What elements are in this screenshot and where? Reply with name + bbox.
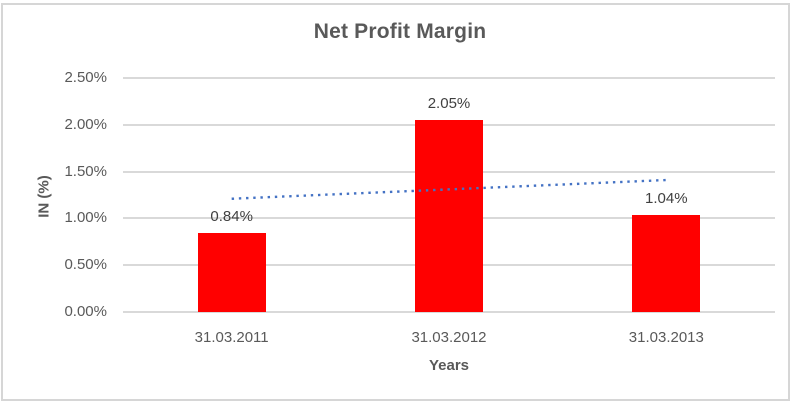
y-axis-tick-label: 2.00% <box>64 115 107 133</box>
linear-trendline[interactable] <box>231 178 667 200</box>
bar-series-net-profit-margin[interactable] <box>632 214 701 312</box>
x-axis-title: Years <box>428 357 470 374</box>
y-axis-title: IN (%) <box>35 175 53 218</box>
gridline <box>123 77 775 79</box>
y-axis-tick-label: 1.50% <box>64 162 107 180</box>
bar-series-net-profit-margin[interactable] <box>197 233 266 312</box>
x-axis-category-label: 31.03.2013 <box>628 329 704 346</box>
trendline-layer <box>231 178 667 200</box>
bar-data-label: 1.04% <box>645 189 688 207</box>
y-axis-tick-label: 1.00% <box>64 209 107 227</box>
chart-title: Net Profit Margin <box>313 20 487 43</box>
y-axis-tick-label: 2.50% <box>64 69 107 86</box>
y-axis-tick-label: 0.00% <box>64 303 107 320</box>
chart-plot-frame[interactable]: 2.50% 2.00% 1.50% 1.00% 0.50% 0.00% 0.84% 31.03… <box>1 3 790 401</box>
gridline <box>123 311 775 313</box>
x-axis-category-label: 31.03.2012 <box>411 329 487 346</box>
x-axis-category-label: 31.03.2011 <box>194 329 269 346</box>
bar-data-label: 0.84% <box>210 208 253 226</box>
y-axis-tick-label: 0.50% <box>64 256 107 274</box>
bar-series-net-profit-margin[interactable] <box>415 120 483 312</box>
bar-data-label: 2.05% <box>427 95 471 113</box>
